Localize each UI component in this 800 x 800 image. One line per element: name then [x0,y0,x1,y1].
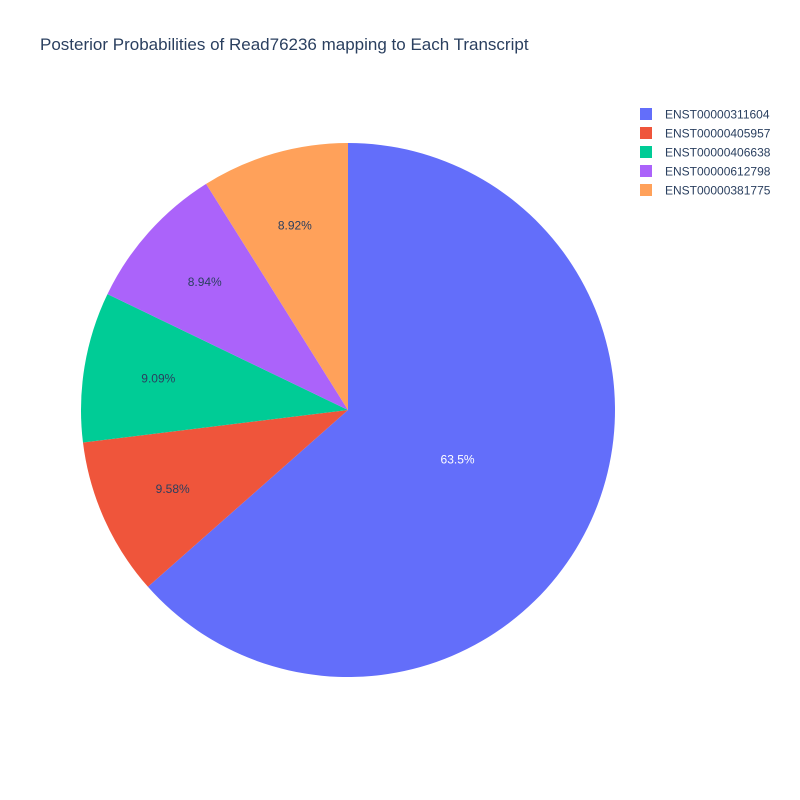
legend[interactable]: ENST00000311604 ENST00000405957 ENST000004… [640,108,771,198]
slice-value-label: 8.94% [188,275,222,289]
legend-label: ENST00000311604 [665,108,770,122]
legend-label: ENST00000405957 [665,127,771,141]
pie-slice-ENST00000405957[interactable] [82,410,348,587]
pie-slices [81,143,615,678]
legend-swatch [640,165,652,177]
legend-item-ENST00000381775[interactable]: ENST00000381775 [640,184,771,198]
legend-item-ENST00000406638[interactable]: ENST00000406638 [640,146,771,160]
pie-slice-ENST00000311604[interactable] [147,143,615,678]
legend-swatch [640,108,652,120]
legend-label: ENST00000612798 [665,165,771,179]
pie-slice-ENST00000612798[interactable] [107,183,348,410]
legend-item-ENST00000612798[interactable]: ENST00000612798 [640,165,771,179]
legend-label: ENST00000381775 [665,184,771,198]
legend-item-ENST00000311604[interactable]: ENST00000311604 [640,108,770,122]
legend-item-ENST00000405957[interactable]: ENST00000405957 [640,127,771,141]
pie-slice-ENST00000381775[interactable] [206,143,348,410]
legend-swatch [640,146,652,158]
legend-swatch [640,184,652,196]
slice-value-label: 9.09% [141,372,175,386]
legend-label: ENST00000406638 [665,146,771,160]
slice-value-label: 9.58% [156,482,190,496]
pie-slice-ENST00000406638[interactable] [81,294,349,443]
slice-value-label: 8.92% [278,218,312,232]
slice-value-label: 63.5% [441,452,475,466]
chart-title: Posterior Probabilities of Read76236 map… [40,35,529,54]
legend-swatch [640,127,652,139]
pie-slice-labels: 63.5% 9.58% 9.09% 8.94% 8.92% [141,218,475,496]
